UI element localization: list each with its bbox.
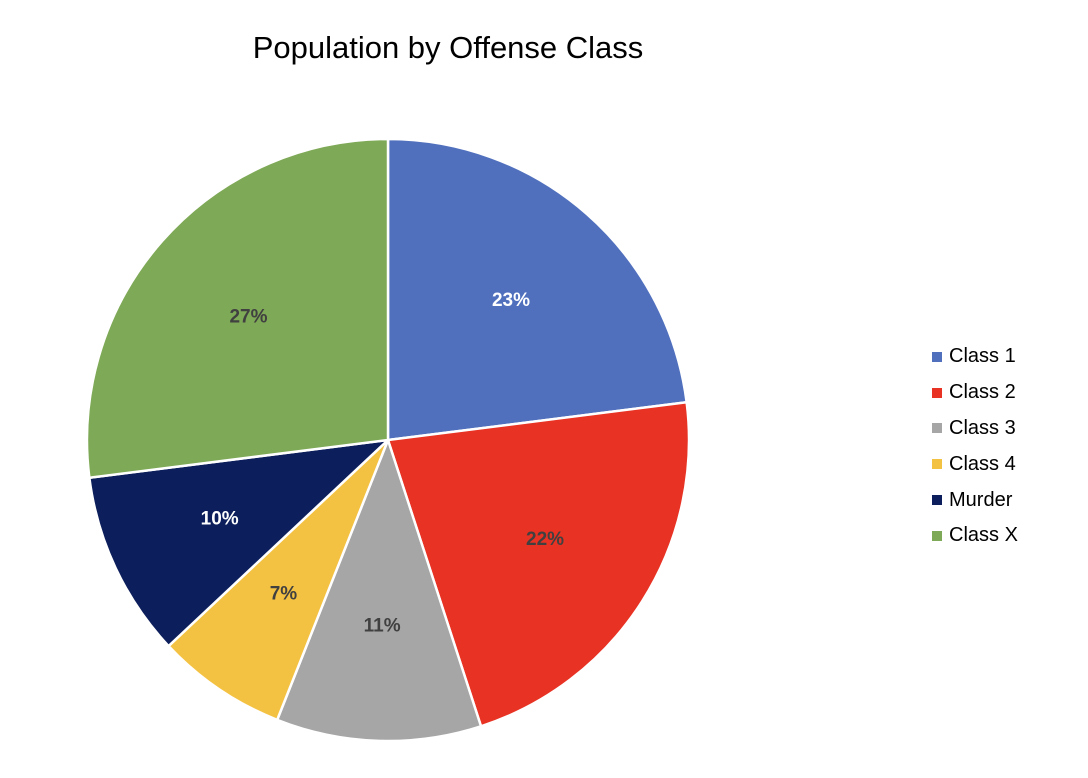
- legend: Class 1 Class 2 Class 3 Class 4 Murder Class …: [932, 339, 1018, 554]
- legend-label-class-1: Class 1: [949, 345, 1016, 368]
- pie-data-labels: 23% 22% 11% 7% 10% 27%: [201, 290, 564, 636]
- legend-label-murder: Murder: [949, 488, 1013, 511]
- legend-item-class-4: Class 4: [932, 446, 1018, 482]
- pie-slices: [85, 137, 691, 743]
- data-label-class-3: 11%: [364, 615, 401, 636]
- data-label-murder: 10%: [201, 509, 239, 530]
- legend-swatch-class-3: [932, 423, 942, 434]
- legend-item-murder: Murder: [932, 482, 1018, 518]
- legend-label-class-x: Class X: [949, 524, 1018, 547]
- data-label-class-4: 7%: [270, 583, 298, 604]
- legend-item-class-1: Class 1: [932, 339, 1018, 375]
- pie-slice-murder: [88, 438, 390, 648]
- data-label-class-x: 27%: [229, 307, 267, 328]
- data-label-class-1: 23%: [492, 290, 530, 311]
- chart-title: Population by Offense Class: [252, 30, 644, 65]
- legend-swatch-murder: [932, 495, 942, 506]
- legend-swatch-class-1: [932, 351, 942, 362]
- legend-item-class-3: Class 3: [932, 411, 1018, 447]
- legend-swatch-class-4: [932, 459, 942, 470]
- legend-swatch-class-x: [932, 530, 942, 541]
- legend-label-class-2: Class 2: [949, 381, 1016, 404]
- pie-slice-class-x: [85, 137, 390, 479]
- legend-label-class-4: Class 4: [949, 452, 1016, 475]
- pie-slice-class-2: [386, 401, 691, 728]
- legend-swatch-class-2: [932, 387, 942, 398]
- legend-item-class-x: Class X: [932, 518, 1018, 554]
- legend-item-class-2: Class 2: [932, 375, 1018, 411]
- data-label-class-2: 22%: [526, 529, 564, 550]
- pie-slice-class-3: [275, 438, 483, 743]
- pie-slice-class-4: [167, 438, 390, 722]
- pie-slice-class-1: [386, 137, 688, 442]
- legend-label-class-3: Class 3: [949, 416, 1016, 439]
